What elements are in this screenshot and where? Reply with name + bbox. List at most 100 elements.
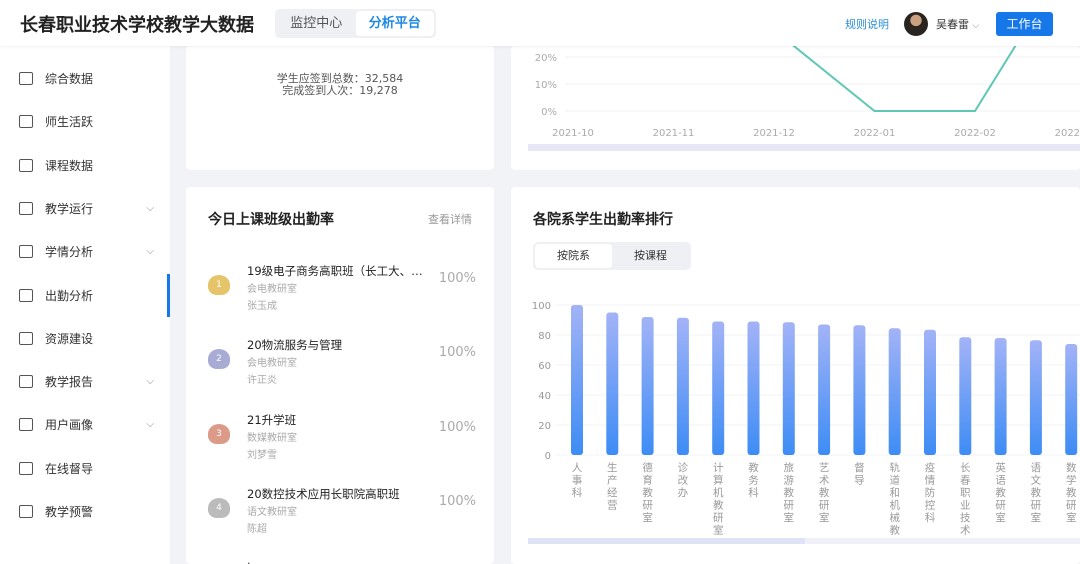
tab-by-dept[interactable]: 按院系: [535, 244, 612, 268]
chevron-down-icon: ⌵: [972, 21, 980, 31]
sidebar: 综合数据 师生活跃 课程数据 教学运行 ⌵ 学情分析 ⌵ 出勤分析 资源建设 教学报告 ⌵ 用户画像 ⌵…: [0, 46, 170, 564]
rules-link[interactable]: 规则说明: [845, 18, 889, 31]
sidebar-item-label: 用户画像: [45, 418, 94, 433]
x-tick-label: 生产经营: [607, 461, 618, 512]
list-item-partial: ·: [247, 557, 251, 564]
sidebar-item-4[interactable]: 学情分析 ⌵: [0, 230, 170, 273]
dept-bar-chart: 0 20 40 60 80 100 人事科 生产经营 德育教研室 诊改办 计算机教研室 教务科 旅游教研…: [528, 301, 1080, 544]
signin-total: 学生应签到总数：32,584: [276, 72, 404, 85]
sidebar-item-label: 在线督导: [45, 461, 94, 476]
dept-rank-title: 各院系学生出勤率排行: [533, 212, 673, 228]
class-dept: 数媒教研室: [247, 432, 297, 444]
class-rate: 100%: [438, 419, 476, 435]
bar: [676, 317, 689, 455]
chevron-down-icon: ⌵: [146, 246, 154, 258]
class-dept: 语文教研室: [247, 506, 297, 518]
workbench-button[interactable]: 工作台: [996, 12, 1053, 36]
rank-medal-icon: 1: [208, 275, 230, 295]
x-tick-label: 轨道和机械教: [889, 461, 900, 537]
bar: [1029, 340, 1042, 455]
sidebar-item-1[interactable]: 师生活跃: [0, 100, 170, 143]
signin-card: 学生应签到总数：32,584 完成签到人次：19,278: [186, 46, 494, 170]
bar: [888, 328, 901, 455]
list-item[interactable]: 4 20数控技术应用长职院高职班 语文教研室 陈超 100%: [206, 486, 476, 560]
folder-icon: [19, 331, 33, 345]
x-tick-label: 旅游教研室: [784, 461, 795, 524]
class-rank-card: 今日上课班级出勤率 查看详情 1 19级电子商务高职班（长工大、长... 会电教…: [186, 187, 494, 564]
class-dept: 会电教研室: [247, 358, 297, 370]
list-item[interactable]: 3 21升学班 数媒教研室 刘梦雪 100%: [206, 412, 476, 486]
sidebar-item-5[interactable]: 出勤分析: [0, 273, 170, 317]
bar: [818, 324, 831, 455]
x-tick-label: 教务科: [748, 461, 759, 499]
avatar[interactable]: [904, 12, 928, 36]
chevron-down-icon: ⌵: [146, 202, 154, 214]
sidebar-item-2[interactable]: 课程数据: [0, 144, 170, 187]
tab-analysis[interactable]: 分析平台: [355, 11, 434, 36]
bar: [1065, 344, 1078, 455]
list-item[interactable]: 2 20物流服务与管理 会电教研室 许正炎 100%: [206, 337, 476, 411]
user-icon: [19, 115, 33, 129]
bar: [747, 321, 760, 455]
bar: [994, 338, 1007, 455]
view-details-link[interactable]: 查看详情: [428, 213, 472, 226]
sidebar-item-6[interactable]: 资源建设: [0, 317, 170, 360]
trend-line: [792, 46, 1017, 112]
y-tick-label: 20%: [535, 53, 557, 64]
scrollbar: [528, 144, 1080, 151]
x-tick-label: 2022-01: [854, 128, 896, 139]
list-item[interactable]: 1 19级电子商务高职班（长工大、长... 会电教研室 张玉成 100%: [206, 263, 476, 337]
sidebar-item-3[interactable]: 教学运行 ⌵: [0, 187, 170, 230]
x-tick-label: 长春职业技术: [960, 462, 971, 537]
x-tick-label: 计算机教研室: [713, 461, 724, 537]
tab-monitor[interactable]: 监控中心: [290, 16, 343, 31]
bar: [571, 305, 583, 455]
bar: [782, 322, 795, 455]
platform-switch: 监控中心 分析平台: [275, 9, 436, 38]
x-tick-label: 2021-11: [653, 128, 695, 139]
sidebar-item-0[interactable]: 综合数据: [0, 57, 170, 100]
grid-icon: [19, 72, 33, 85]
rank-medal-icon: 2: [208, 349, 230, 370]
bar: [959, 337, 972, 455]
sidebar-item-10[interactable]: 教学预警: [0, 490, 170, 533]
tab-by-course[interactable]: 按课程: [634, 249, 667, 262]
y-tick-label: 0%: [541, 107, 557, 118]
sidebar-item-label: 资源建设: [45, 331, 94, 346]
header: 长春职业技术学校教学大数据 监控中心 分析平台 规则说明 吴春雷 ⌵ 工作台: [0, 0, 1080, 46]
class-dept: 会电教研室: [247, 284, 297, 295]
app-title: 长春职业技术学校教学大数据: [20, 15, 254, 36]
class-rate: 100%: [438, 271, 476, 286]
user-icon: [19, 375, 33, 389]
bar: [853, 325, 866, 455]
sidebar-item-7[interactable]: 教学报告 ⌵: [0, 360, 170, 403]
class-teacher: 张玉成: [247, 301, 277, 312]
class-rate: 100%: [438, 345, 476, 361]
x-tick-label: 2021-12: [753, 128, 795, 139]
class-name: 20物流服务与管理: [247, 338, 343, 353]
x-tick-label: 人事科: [572, 462, 583, 499]
x-tick-label: 2022-03: [1055, 128, 1080, 139]
sidebar-item-8[interactable]: 用户画像 ⌵: [0, 403, 170, 446]
rank-medal-icon: 4: [208, 497, 230, 518]
trend-card: 20% 10% 0% 2021-10 2021-11 2021-12 2022-01 2022…: [511, 46, 1080, 170]
sidebar-item-label: 教学报告: [45, 375, 94, 390]
y-tick-label: 0: [545, 451, 551, 462]
dept-rank-tabs: 按院系 按课程: [533, 242, 691, 270]
class-rate: 100%: [438, 493, 476, 509]
sidebar-item-label: 教学运行: [45, 201, 94, 216]
book-icon: [19, 158, 33, 172]
clipboard-icon: [19, 461, 33, 475]
y-tick-label: 20: [538, 421, 551, 432]
x-tick-label: 督导: [854, 461, 865, 487]
chevron-down-icon: ⌵: [146, 419, 154, 431]
sidebar-item-9[interactable]: 在线督导: [0, 447, 170, 490]
user-menu[interactable]: 吴春雷 ⌵: [936, 16, 979, 32]
class-name: 20数控技术应用长职院高职班: [247, 486, 400, 501]
class-teacher: 许正炎: [247, 375, 277, 387]
signin-done: 完成签到人次：19,278: [282, 84, 398, 97]
x-tick-label: 疫情防控科: [925, 461, 936, 524]
y-tick-label: 80: [538, 331, 551, 342]
line-chart-icon: [19, 245, 33, 259]
bar: [641, 317, 654, 455]
